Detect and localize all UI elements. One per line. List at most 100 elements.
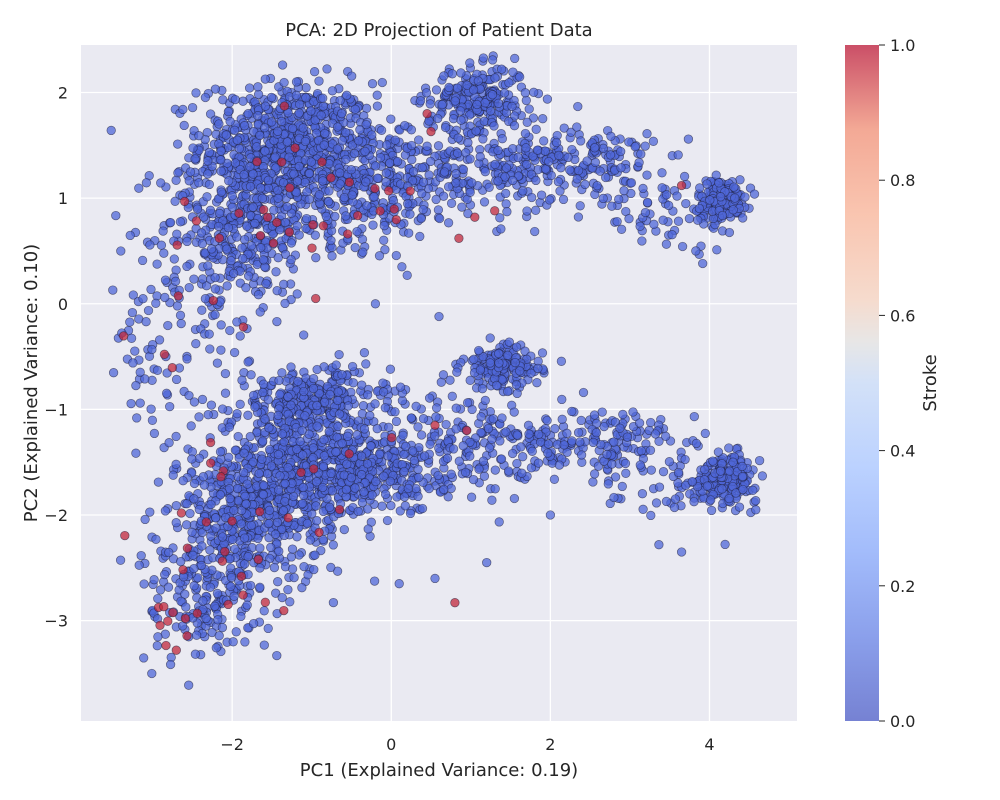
point-no-stroke — [592, 181, 602, 191]
point-no-stroke — [737, 461, 747, 472]
point-no-stroke — [333, 387, 343, 397]
point-no-stroke — [544, 195, 555, 205]
point-no-stroke — [664, 200, 674, 211]
point-no-stroke — [199, 480, 210, 490]
point-no-stroke — [447, 391, 457, 401]
point-no-stroke — [108, 368, 119, 378]
point-no-stroke — [471, 126, 481, 136]
point-no-stroke — [407, 446, 418, 456]
point-no-stroke — [494, 517, 504, 527]
point-no-stroke — [194, 412, 204, 422]
point-no-stroke — [203, 410, 213, 420]
point-no-stroke — [367, 79, 378, 89]
point-no-stroke — [306, 157, 316, 167]
point-no-stroke — [220, 388, 231, 398]
colorbar-tick-label: 0.2 — [890, 577, 915, 596]
point-no-stroke — [425, 156, 436, 167]
point-no-stroke — [253, 82, 263, 92]
point-no-stroke — [272, 650, 282, 661]
point-no-stroke — [197, 541, 207, 551]
colorbar-tick-labels: 0.00.20.40.60.81.0 — [879, 36, 915, 731]
point-stroke — [176, 508, 187, 518]
point-no-stroke — [472, 99, 482, 110]
point-no-stroke — [147, 415, 158, 425]
point-no-stroke — [311, 501, 321, 511]
point-no-stroke — [266, 461, 277, 471]
colorbar-label: Stroke — [920, 354, 941, 411]
point-no-stroke — [333, 395, 343, 406]
point-no-stroke — [414, 472, 424, 483]
colorbar-gradient — [845, 45, 879, 721]
point-no-stroke — [708, 456, 718, 466]
point-no-stroke — [672, 191, 682, 201]
point-no-stroke — [399, 466, 409, 477]
point-no-stroke — [262, 469, 273, 479]
point-no-stroke — [227, 202, 237, 212]
point-no-stroke — [294, 161, 304, 172]
point-no-stroke — [163, 320, 173, 331]
point-no-stroke — [406, 140, 417, 151]
point-no-stroke — [145, 240, 155, 250]
point-no-stroke — [424, 393, 435, 403]
point-no-stroke — [609, 492, 619, 503]
point-no-stroke — [241, 283, 251, 293]
point-no-stroke — [295, 436, 305, 447]
point-no-stroke — [598, 143, 608, 153]
point-no-stroke — [527, 446, 537, 456]
point-no-stroke — [624, 137, 634, 147]
point-no-stroke — [274, 375, 284, 386]
point-no-stroke — [266, 92, 277, 103]
point-no-stroke — [405, 508, 416, 519]
point-no-stroke — [222, 244, 232, 254]
point-no-stroke — [203, 261, 213, 271]
point-no-stroke — [326, 235, 336, 246]
point-no-stroke — [305, 535, 315, 545]
point-no-stroke — [588, 477, 598, 487]
point-no-stroke — [749, 189, 760, 199]
x-tick-label: 0 — [386, 735, 396, 754]
point-no-stroke — [522, 206, 532, 216]
point-no-stroke — [287, 564, 298, 574]
y-tick-label: 2 — [58, 84, 68, 103]
point-no-stroke — [170, 276, 181, 286]
point-no-stroke — [259, 606, 269, 616]
point-no-stroke — [502, 350, 513, 360]
point-no-stroke — [494, 358, 504, 368]
point-no-stroke — [595, 166, 605, 176]
point-no-stroke — [689, 497, 699, 507]
point-no-stroke — [242, 479, 252, 489]
point-no-stroke — [132, 413, 142, 423]
point-no-stroke — [191, 630, 202, 640]
point-no-stroke — [216, 155, 226, 165]
point-no-stroke — [143, 305, 154, 316]
point-no-stroke — [362, 201, 372, 211]
point-no-stroke — [280, 298, 290, 309]
point-no-stroke — [476, 412, 486, 422]
point-no-stroke — [181, 602, 191, 612]
point-no-stroke — [391, 416, 402, 427]
point-no-stroke — [433, 141, 444, 151]
point-no-stroke — [319, 435, 329, 445]
point-no-stroke — [537, 348, 548, 358]
point-no-stroke — [246, 520, 256, 531]
point-no-stroke — [614, 194, 624, 204]
point-stroke — [214, 233, 224, 243]
point-no-stroke — [720, 539, 730, 550]
point-no-stroke — [339, 524, 349, 535]
point-no-stroke — [691, 246, 701, 256]
point-no-stroke — [521, 143, 531, 153]
point-no-stroke — [189, 274, 199, 284]
point-no-stroke — [543, 439, 554, 449]
point-stroke — [223, 599, 233, 610]
point-no-stroke — [531, 205, 541, 215]
point-no-stroke — [359, 424, 370, 434]
point-stroke — [470, 212, 480, 222]
point-no-stroke — [125, 317, 135, 327]
point-no-stroke — [176, 556, 186, 567]
point-no-stroke — [260, 146, 270, 156]
point-no-stroke — [628, 407, 638, 417]
point-no-stroke — [424, 170, 434, 180]
point-no-stroke — [468, 474, 479, 485]
point-no-stroke — [128, 290, 138, 300]
point-no-stroke — [715, 192, 726, 202]
